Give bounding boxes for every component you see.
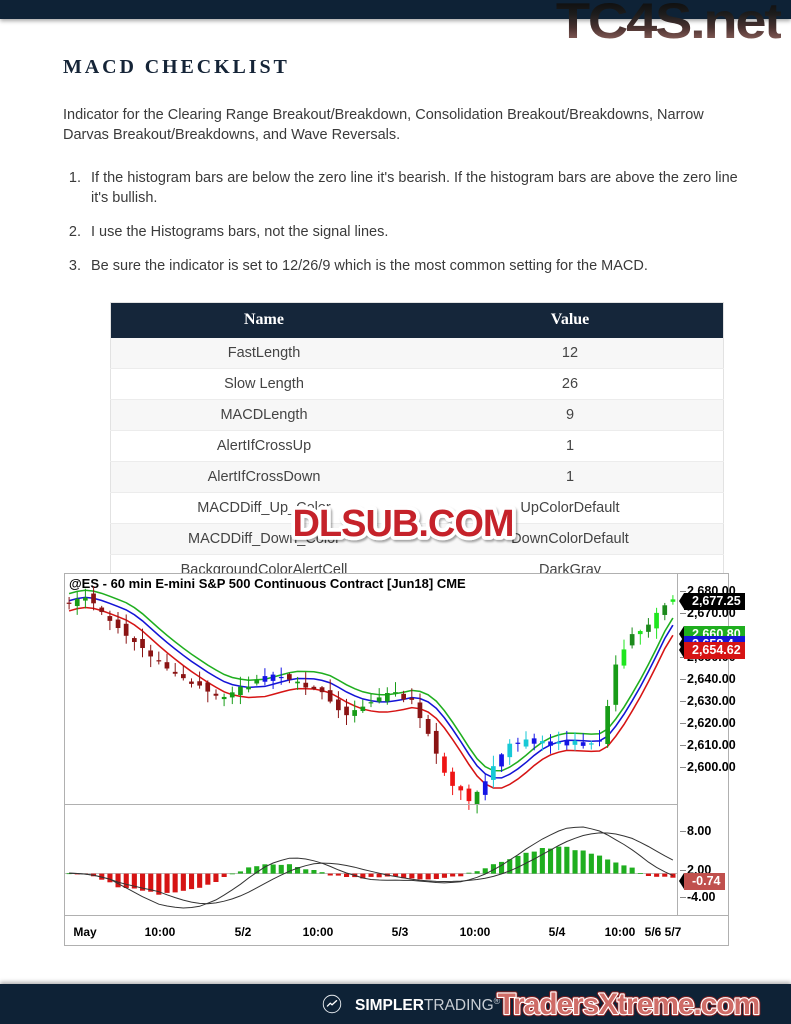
svg-text:TradersXtreme.com: TradersXtreme.com <box>497 988 759 1021</box>
svg-text:DLSUB.COM: DLSUB.COM <box>292 503 513 545</box>
